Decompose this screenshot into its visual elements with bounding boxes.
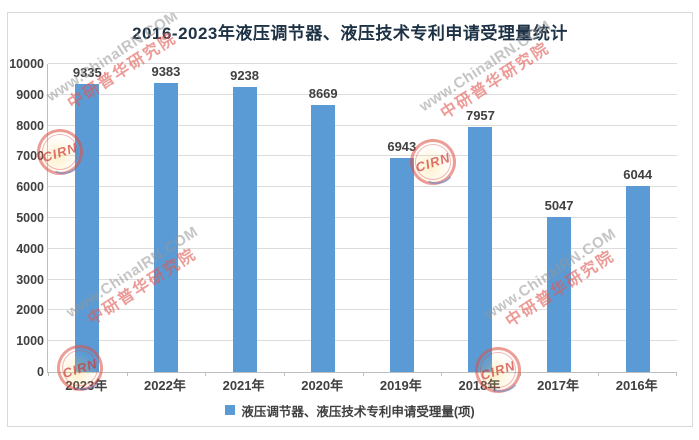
chart-title: 2016-2023年液压调节器、液压技术专利申请受理量统计 [132,24,568,43]
y-tick-label: 1000 [16,334,44,349]
y-tick-label: 0 [37,365,44,379]
y-tick-label: 9000 [16,87,44,102]
bar [153,83,178,372]
y-tick-label: 7000 [16,149,44,164]
bar-value-label: 9335 [72,65,102,80]
axis-tick [126,372,128,376]
plot-area: 9335 9383 9238 8669 6943 7957 5047 6044 [47,63,677,376]
bar [468,127,493,372]
legend-label: 液压调节器、液压技术专利申请受理量(项) [241,404,475,419]
y-tick-label: 6000 [16,180,44,195]
chart-frame: 2016-2023年液压调节器、液压技术专利申请受理量统计 0 1000 2000 3… [7,12,693,427]
y-tick-label: 8000 [16,118,44,133]
bar-value-label: 5047 [544,198,574,213]
y-axis: 0 1000 2000 3000 4000 5000 6000 7000 8000 9000 100… [8,57,44,379]
bar-value-label: 6943 [387,139,417,154]
x-tick-label: 2020年 [301,378,344,393]
gridline [48,309,677,311]
gridline [48,124,677,126]
legend: 液压调节器、液压技术专利申请受理量(项) [8,401,692,419]
gridline [48,186,677,188]
x-tick-label: 2021年 [222,378,265,393]
axis-tick [48,372,49,376]
y-tick-label: 10000 [9,57,44,71]
axis-tick [441,372,443,376]
axis-tick [205,372,207,376]
x-tick-label: 2022年 [143,378,186,393]
gridline [48,63,677,64]
axis-tick [283,372,285,376]
y-tick-label: 3000 [16,272,44,287]
bar-value-label: 8669 [308,86,338,101]
gridline [48,217,677,218]
axis-tick [676,372,677,376]
x-tick-label: 2018年 [458,378,501,393]
x-tick-label: 2019年 [379,378,422,393]
gridline [48,93,677,95]
y-tick-label: 5000 [16,211,44,225]
gridline [48,278,677,280]
gridline [48,340,677,342]
x-tick-label: 2023年 [65,378,108,393]
bar [311,105,336,372]
gridline [48,247,677,249]
x-tick-label: 2016年 [615,378,658,393]
bar [75,84,100,372]
axis-tick [362,372,364,376]
bar-value-label: 7957 [465,108,495,123]
y-tick-label: 2000 [16,303,44,318]
bar [547,217,572,372]
x-tick-label: 2017年 [537,378,580,393]
bar-value-label: 9238 [230,68,260,83]
y-tick-label: 4000 [16,241,44,256]
legend-swatch-icon [225,405,236,415]
axis-tick [598,372,600,376]
bar-value-label: 9383 [151,64,181,79]
bar [389,158,414,372]
bar-value-label: 6044 [623,167,653,182]
axis-tick [519,372,521,376]
gridline [48,155,677,157]
bar [232,87,257,372]
x-axis: 2023年 2022年 2021年 2020年 2019年 2018年 2017年 2016年 [47,377,676,395]
bar [625,186,650,372]
